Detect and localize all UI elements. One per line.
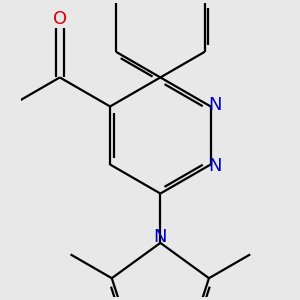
Text: N: N (208, 157, 222, 175)
Text: O: O (53, 10, 67, 28)
Text: N: N (154, 228, 167, 246)
Text: N: N (208, 96, 222, 114)
